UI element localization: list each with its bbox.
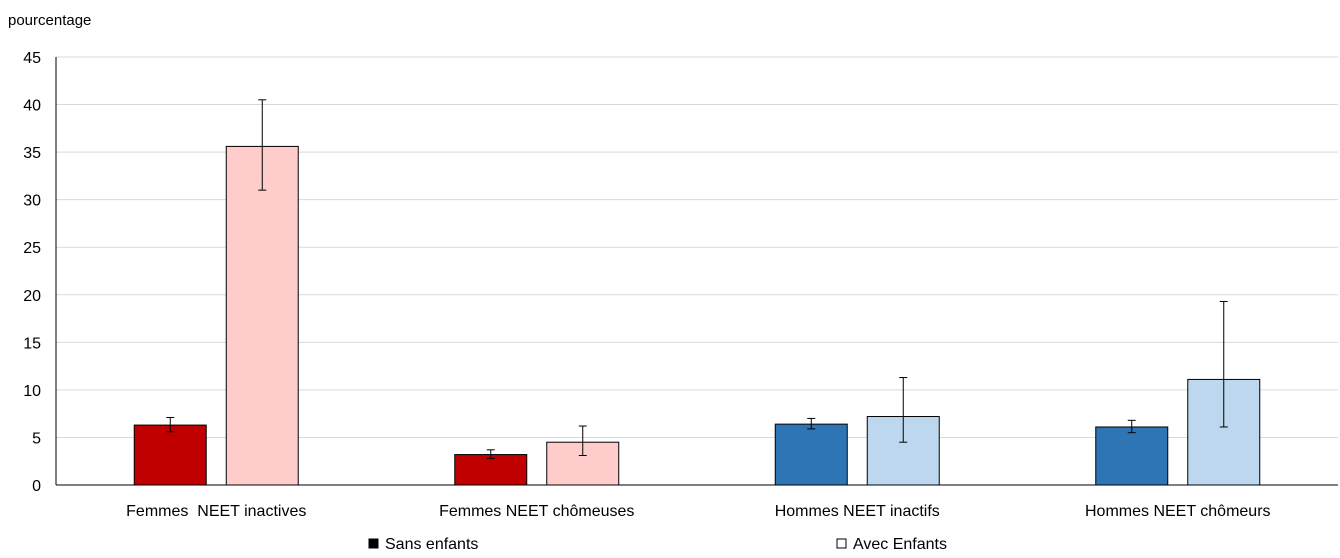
bars (133, 145, 1261, 486)
y-tick-label: 15 (23, 335, 41, 352)
x-tick-label: Femmes NEET inactives (126, 503, 306, 520)
error-bars (166, 99, 1228, 459)
legend-swatch-sans-enfants (368, 538, 379, 549)
legend-swatch-avec-enfants (836, 538, 847, 549)
y-tick-label: 20 (23, 288, 41, 305)
bar (133, 424, 207, 486)
y-tick-label: 40 (23, 98, 41, 115)
x-tick-label: Hommes NEET chômeurs (1085, 503, 1271, 520)
y-tick-label: 5 (32, 430, 41, 447)
legend-item: Avec Enfants (836, 536, 947, 553)
axes (55, 57, 1338, 486)
y-tick-label: 25 (23, 240, 41, 257)
x-tick-labels: Femmes NEET inactives Femmes NEET chômeus… (126, 503, 1270, 520)
bar (454, 454, 528, 486)
y-tick-label: 35 (23, 145, 41, 162)
y-axis-label: pourcentage (8, 12, 91, 29)
legend: Sans enfants Avec Enfants (368, 536, 947, 553)
x-tick-label: Hommes NEET inactifs (775, 503, 940, 520)
bar (774, 423, 848, 486)
y-tick-labels: 0 5 10 15 20 25 30 35 40 45 (23, 50, 41, 495)
y-tick-label: 30 (23, 193, 41, 210)
y-tick-label: 45 (23, 50, 41, 67)
y-tick-label: 0 (32, 478, 41, 495)
x-tick-label: Femmes NEET chômeuses (439, 503, 634, 520)
y-tick-label: 10 (23, 383, 41, 400)
legend-label: Sans enfants (385, 536, 478, 553)
legend-item: Sans enfants (368, 536, 478, 553)
legend-label: Avec Enfants (853, 536, 947, 553)
bar (1095, 426, 1169, 486)
bar (225, 145, 299, 486)
